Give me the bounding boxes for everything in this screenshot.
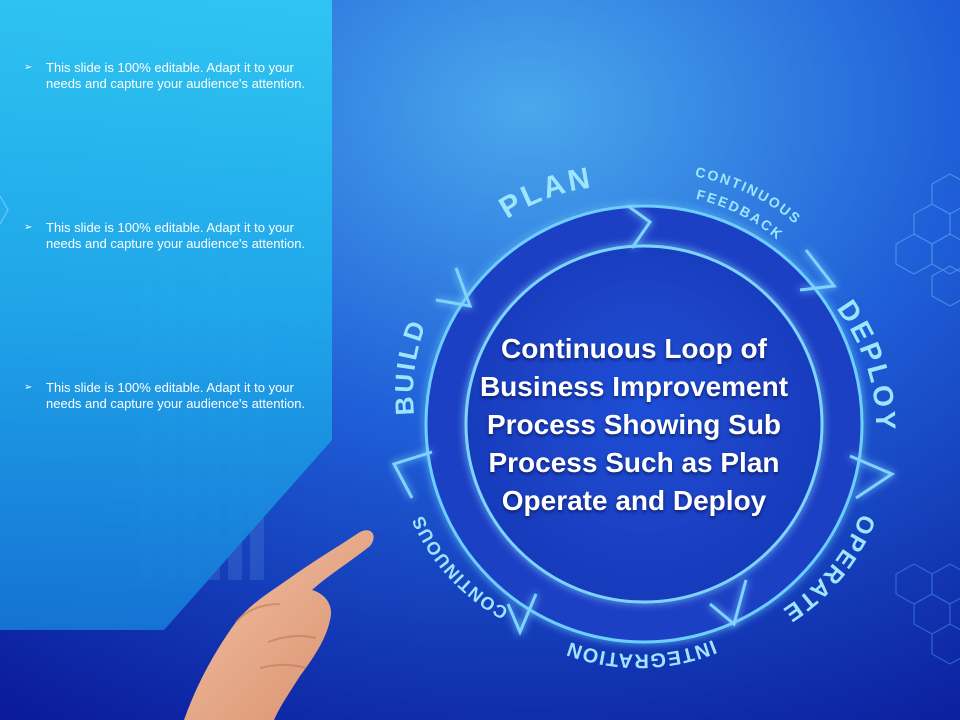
bullet-arrow-icon: ➢ <box>24 380 46 396</box>
bullet-text: This slide is 100% editable. Adapt it to… <box>46 60 306 92</box>
slide-title: Continuous Loop of Business Improvement … <box>452 330 816 520</box>
title-box: Continuous Loop of Business Improvement … <box>452 330 816 520</box>
bullet-item: ➢ This slide is 100% editable. Adapt it … <box>24 380 314 412</box>
bullet-arrow-icon: ➢ <box>24 220 46 236</box>
bullet-arrow-icon: ➢ <box>24 60 46 76</box>
bullet-item: ➢ This slide is 100% editable. Adapt it … <box>24 220 314 252</box>
bullet-text: This slide is 100% editable. Adapt it to… <box>46 220 306 252</box>
bullet-text: This slide is 100% editable. Adapt it to… <box>46 380 306 412</box>
bullet-item: ➢ This slide is 100% editable. Adapt it … <box>24 60 314 92</box>
